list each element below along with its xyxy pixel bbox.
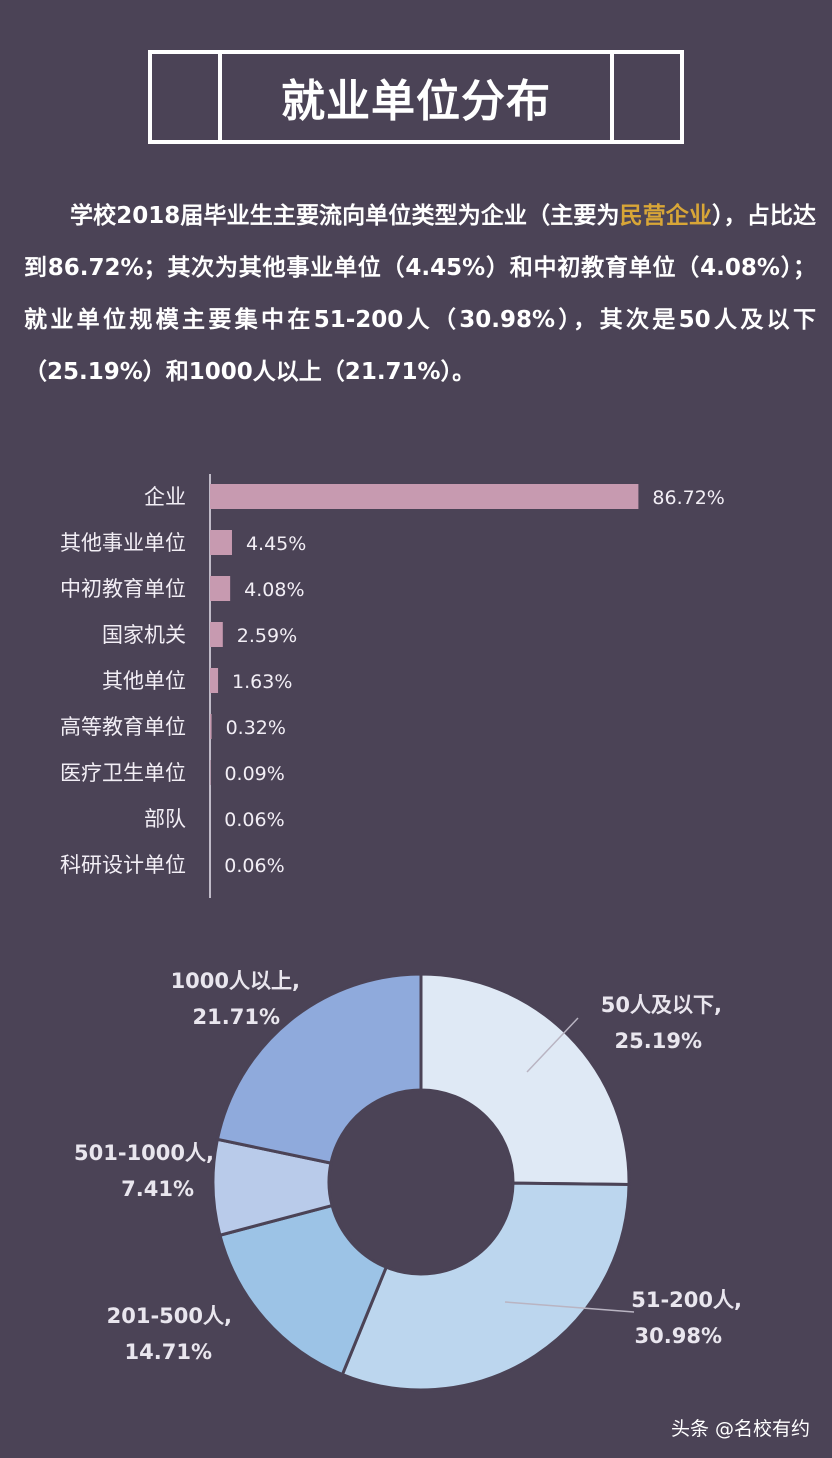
donut-slice — [218, 1203, 389, 1377]
employer-size-donut-chart: 50人及以下, 25.19% 51-200人, 30.98% 201-500人, 14.7… — [74, 969, 742, 1392]
bar-value-label: 2.59% — [237, 625, 297, 647]
employer-type-bar-chart: 企业 86.72% 其他事业单位 4.45% 中初教育单位 4.08% 国家机关 2.59% 其… — [60, 474, 725, 898]
page-title: 就业单位分布 — [281, 76, 551, 127]
bar-category-label: 部队 — [144, 807, 186, 831]
footer-credit: 头条 @名校有约 — [670, 1418, 810, 1440]
bar — [210, 484, 639, 509]
bar — [210, 668, 219, 693]
bar — [210, 576, 231, 601]
donut-slice — [340, 1181, 631, 1392]
donut-category-label: 501-1000人, — [74, 1141, 214, 1165]
bar-category-label: 企业 — [144, 485, 186, 509]
bar — [210, 714, 212, 739]
donut-leader-line — [526, 1017, 579, 1073]
donut-category-label: 50人及以下, — [601, 993, 722, 1017]
bar-value-label: 86.72% — [652, 487, 724, 509]
bar-value-label: 1.63% — [232, 671, 292, 693]
bar-category-label: 其他事业单位 — [60, 531, 186, 555]
bar-value-label: 0.06% — [224, 855, 284, 877]
intro-text-before: 学校2018届毕业生主要流向单位类型为企业（主要为 — [70, 203, 620, 229]
intro-text-after: ），占比达到86.72%；其次为其他事业单位（4.45%）和中初教育单位（4.0… — [24, 203, 817, 385]
intro-paragraph: 学校2018届毕业生主要流向单位类型为企业（主要为民营企业），占比达到86.72… — [24, 190, 816, 398]
donut-category-label: 51-200人, — [631, 1288, 742, 1312]
donut-value-label: 21.71% — [193, 1005, 280, 1029]
bar-value-label: 0.09% — [224, 763, 284, 785]
donut-slice — [419, 972, 631, 1187]
bar-value-label: 4.45% — [246, 533, 306, 555]
bar-category-label: 科研设计单位 — [60, 853, 186, 877]
title-inner-frame: 就业单位分布 — [218, 54, 614, 140]
donut-category-label: 1000人以上, — [171, 969, 300, 993]
intro-highlight: 民营企业 — [619, 203, 713, 229]
donut-category-label: 201-500人, — [107, 1304, 232, 1328]
bar-category-label: 高等教育单位 — [60, 715, 186, 739]
title-frame: 就业单位分布 — [148, 50, 684, 144]
bar-category-label: 国家机关 — [102, 623, 186, 647]
bar — [210, 530, 232, 555]
bar-value-label: 0.32% — [226, 717, 286, 739]
bar-category-label: 其他单位 — [102, 669, 186, 693]
donut-leader-line — [504, 1301, 635, 1313]
donut-value-label: 7.41% — [121, 1177, 194, 1201]
donut-value-label: 14.71% — [125, 1340, 212, 1364]
bar-category-label: 中初教育单位 — [60, 577, 186, 601]
bar-category-label: 医疗卫生单位 — [60, 761, 186, 785]
donut-slice — [215, 972, 423, 1165]
donut-value-label: 25.19% — [615, 1029, 702, 1053]
bar-value-label: 4.08% — [244, 579, 304, 601]
bar-value-label: 0.06% — [224, 809, 284, 831]
donut-value-label: 30.98% — [635, 1324, 722, 1348]
bar — [210, 622, 223, 647]
